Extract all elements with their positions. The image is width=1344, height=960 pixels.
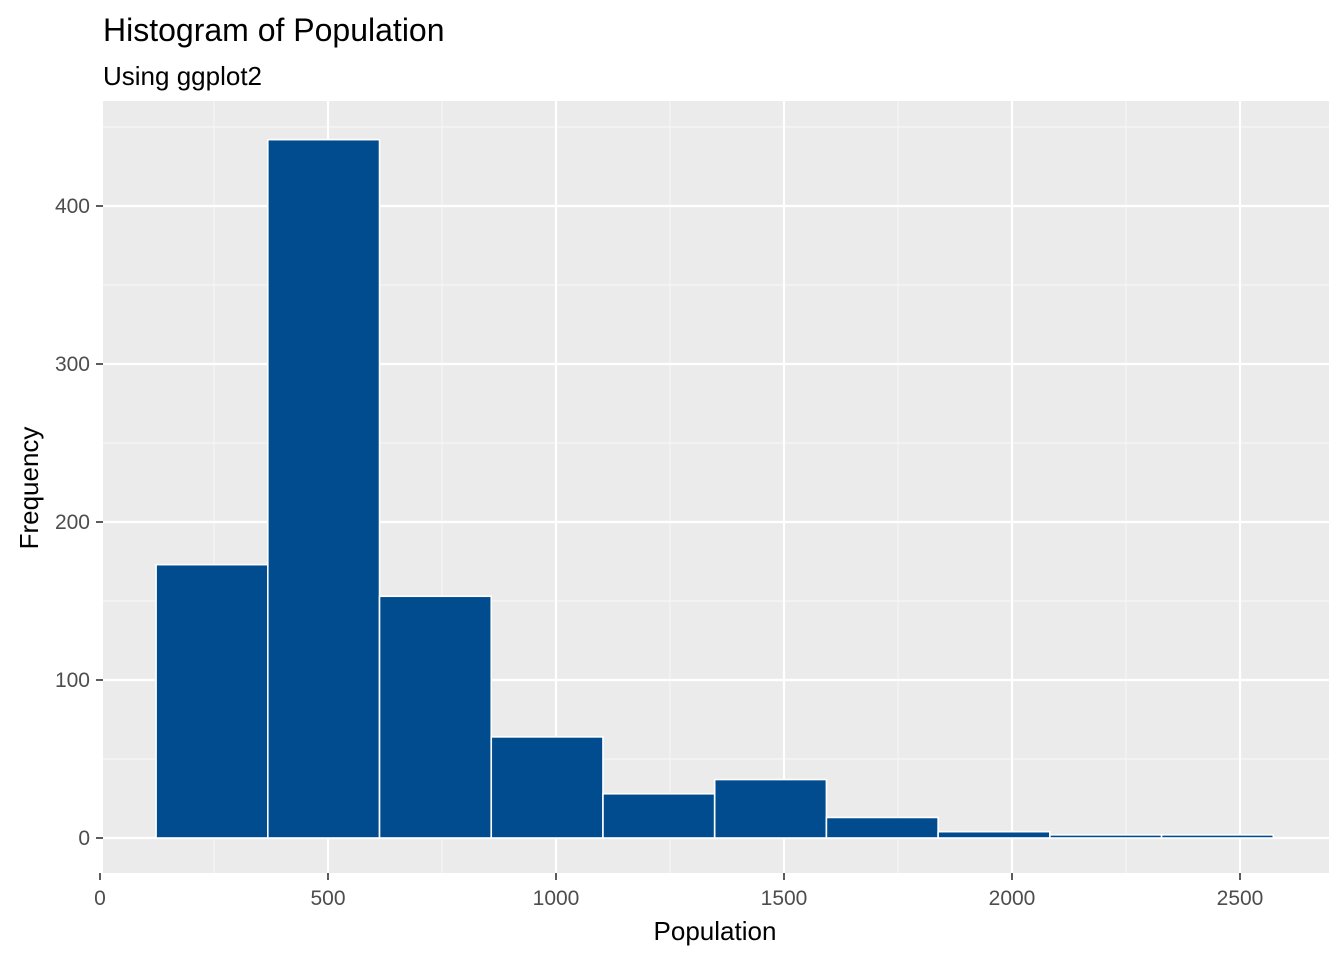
x-tick-label: 0 [94, 887, 106, 910]
chart-subtitle: Using ggplot2 [103, 61, 262, 91]
y-tick-label: 0 [78, 827, 90, 850]
histogram-bar-10 [1160, 834, 1275, 839]
x-tick-label: 500 [310, 887, 345, 910]
histogram-bar-8 [937, 830, 1051, 839]
x-tick-label: 1000 [533, 887, 580, 910]
y-tick-label: 300 [55, 353, 90, 376]
histogram-bar-7 [825, 816, 939, 839]
y-tick-label: 400 [55, 195, 90, 218]
histogram-bar-2 [267, 138, 381, 839]
histogram-bar-9 [1049, 834, 1163, 839]
x-axis-ticks: 0 500 1000 1500 2000 2500 [94, 873, 1263, 910]
y-tick-label: 100 [55, 669, 90, 692]
histogram-bar-3 [378, 595, 493, 839]
histogram-bar-1 [155, 563, 269, 839]
histogram-bar-4 [490, 736, 604, 839]
y-axis-ticks: 0 100 200 300 400 [55, 195, 103, 850]
x-tick-label: 2000 [989, 887, 1036, 910]
chart-title: Histogram of Population [103, 12, 445, 48]
histogram-bar-6 [713, 778, 828, 839]
x-tick-label: 1500 [761, 887, 808, 910]
y-axis-title: Frequency [14, 427, 44, 550]
histogram-bars [155, 138, 1275, 839]
histogram-bar-5 [602, 792, 716, 839]
y-tick-label: 200 [55, 511, 90, 534]
x-axis-title: Population [654, 916, 777, 946]
x-tick-label: 2500 [1217, 887, 1264, 910]
